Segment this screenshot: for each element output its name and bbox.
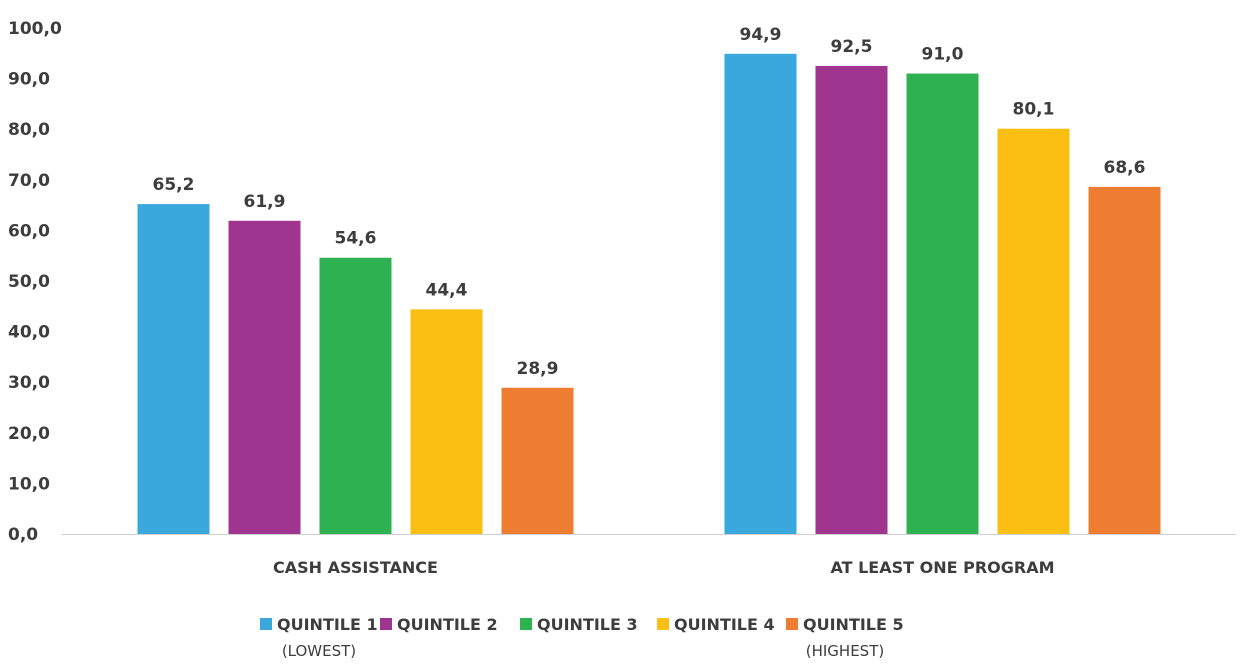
legend-label: QUINTILE 5 <box>803 615 904 634</box>
legend-swatch <box>260 618 272 630</box>
data-label: 94,9 <box>740 25 782 45</box>
data-label: 80,1 <box>1013 100 1055 120</box>
y-tick-label: 50,0 <box>8 272 50 292</box>
legend: QUINTILE 1 (LOWEST) QUINTILE 2 QUINTILE 3 QU… <box>260 615 904 660</box>
legend-label: QUINTILE 2 <box>397 615 498 634</box>
y-tick-label: 40,0 <box>8 323 50 343</box>
bar-1-5 <box>501 387 574 534</box>
y-tick-label: 0,0 <box>8 525 38 545</box>
data-label: 44,4 <box>426 280 468 300</box>
x-axis: CASH ASSISTANCE AT LEAST ONE PROGRAM <box>62 534 1236 577</box>
legend-swatch <box>786 618 798 630</box>
bar-2-1 <box>724 53 797 534</box>
legend-label: QUINTILE 3 <box>537 615 638 634</box>
legend-sublabel: (LOWEST) <box>282 642 356 660</box>
data-label: 28,9 <box>517 359 559 379</box>
y-tick-label: 80,0 <box>8 120 50 140</box>
bar-2-2 <box>815 65 888 534</box>
data-label: 91,0 <box>922 45 964 65</box>
legend-swatch <box>380 618 392 630</box>
legend-swatch <box>657 618 669 630</box>
data-label: 65,2 <box>153 175 195 195</box>
bar-2-5 <box>1088 186 1161 534</box>
legend-label: QUINTILE 4 <box>674 615 775 634</box>
legend-swatch <box>520 618 532 630</box>
legend-sublabel: (HIGHEST) <box>806 642 884 660</box>
y-tick-label: 90,0 <box>8 70 50 90</box>
y-tick-label: 30,0 <box>8 373 50 393</box>
bar-2-4 <box>997 128 1070 534</box>
y-tick-label: 20,0 <box>8 424 50 444</box>
y-tick-label: 70,0 <box>8 171 50 191</box>
bars: 65,2 61,9 54,6 44,4 28,9 94,9 92,5 91,0 80,1 68,6 <box>137 25 1161 534</box>
bar-1-1 <box>137 204 210 534</box>
data-label: 92,5 <box>831 37 873 57</box>
data-label: 54,6 <box>335 229 377 249</box>
y-tick-label: 10,0 <box>8 474 50 494</box>
legend-label: QUINTILE 1 <box>277 615 378 634</box>
y-axis: 0,0 10,0 20,0 30,0 40,0 50,0 60,0 70,0 80,0 90,0 1… <box>8 19 62 545</box>
bar-1-2 <box>228 220 301 534</box>
data-label: 68,6 <box>1104 158 1146 178</box>
bar-1-3 <box>319 257 392 534</box>
category-label: AT LEAST ONE PROGRAM <box>830 558 1054 577</box>
data-label: 61,9 <box>244 192 286 212</box>
bar-1-4 <box>410 309 483 534</box>
y-tick-label: 60,0 <box>8 221 50 241</box>
bar-2-3 <box>906 73 979 534</box>
category-label: CASH ASSISTANCE <box>273 558 438 577</box>
y-tick-label: 100,0 <box>8 19 62 39</box>
